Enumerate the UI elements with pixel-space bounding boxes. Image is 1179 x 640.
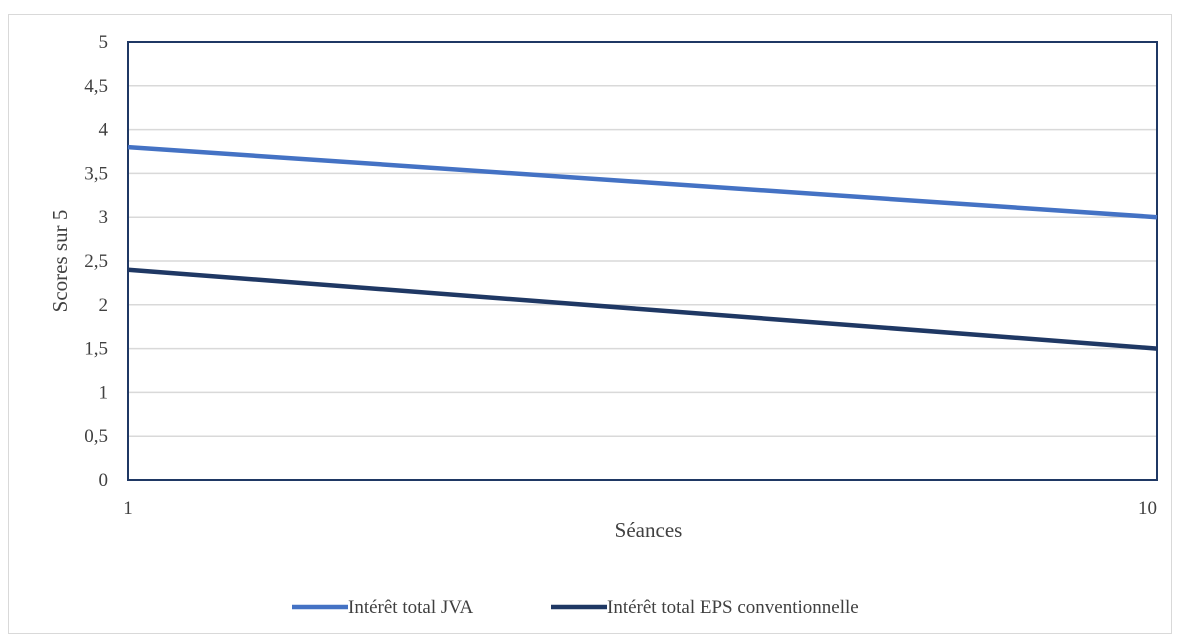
x-axis-tick-labels: 1 10 [123, 498, 1157, 519]
legend-label-0: Intérêt total JVA [348, 597, 474, 618]
series-lines [127, 144, 1158, 351]
x-tick-label-1: 10 [1138, 498, 1157, 519]
y-axis-tick-labels: 0 0,5 1 1,5 2 2,5 3 3,5 4 4,5 5 [84, 32, 108, 491]
y-tick-label-0: 0 [99, 470, 109, 491]
y-tick-label-9: 4,5 [84, 76, 108, 97]
y-tick-label-10: 5 [99, 32, 109, 53]
gridlines [128, 41, 1157, 481]
legend-label-1: Intérêt total EPS conventionnelle [607, 597, 859, 618]
y-tick-label-5: 2,5 [84, 251, 108, 272]
plot-area-border [127, 41, 1158, 481]
y-tick-label-6: 3 [99, 207, 109, 228]
series-line-0 [127, 144, 1158, 220]
x-tick-label-0: 1 [123, 498, 133, 519]
y-tick-label-1: 0,5 [84, 426, 108, 447]
y-tick-label-3: 1,5 [84, 339, 108, 360]
legend: Intérêt total JVA Intérêt total EPS conve… [292, 597, 859, 618]
y-tick-label-7: 3,5 [84, 163, 108, 184]
x-axis-title: Séances [615, 518, 683, 542]
chart-area [8, 14, 1172, 634]
y-tick-label-4: 2 [99, 295, 109, 316]
y-axis-title: Scores sur 5 [48, 210, 72, 313]
y-tick-label-8: 4 [99, 120, 109, 141]
y-tick-label-2: 1 [99, 382, 109, 403]
series-line-1 [127, 267, 1158, 351]
